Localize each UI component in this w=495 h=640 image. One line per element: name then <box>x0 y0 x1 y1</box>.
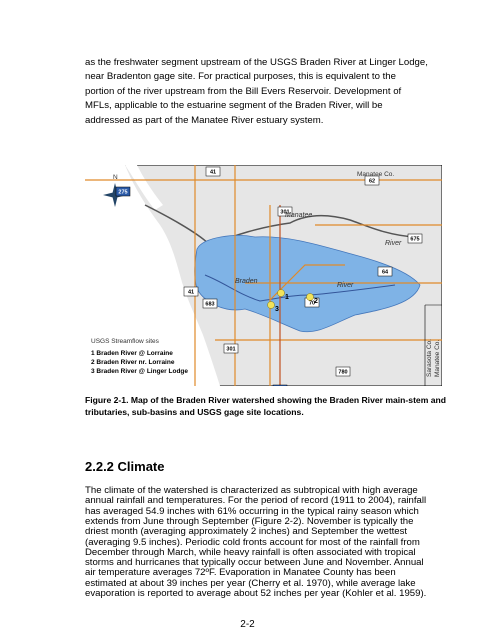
gulf <box>85 165 220 386</box>
roads <box>85 165 442 386</box>
site-number: 3 <box>275 306 279 313</box>
site-number: 2 <box>314 298 318 305</box>
map-label: River <box>385 240 402 247</box>
map-label: Manatee Co. <box>357 171 394 178</box>
text-line: MFLs, applicable to the estuarine segmen… <box>85 100 383 112</box>
caption-line: Figure 2-1. Map of the Braden River wate… <box>85 395 447 405</box>
road-shield <box>223 343 239 354</box>
map-label: N <box>113 174 118 181</box>
text-line: near Bradenton gage site. For practical … <box>85 71 396 83</box>
site-number: 1 <box>285 294 289 301</box>
map-labels: 275416230167564416837030178075Manatee Co… <box>91 166 441 386</box>
text-line: has averaged 54.9 inches with 61% occurr… <box>85 505 419 517</box>
site-marker <box>277 289 285 297</box>
site-marker <box>306 293 314 301</box>
road-shield <box>407 233 423 244</box>
shield-label: 41 <box>188 289 194 295</box>
legend-item: 2 Braden River nr. Lorraine <box>91 359 175 366</box>
road-shield <box>277 206 293 217</box>
road-shield <box>115 186 131 197</box>
shield-label: 275 <box>118 189 127 195</box>
text-line: addressed as part of the Manatee River e… <box>85 114 324 126</box>
text-line: extends from June through September (Fig… <box>85 515 414 527</box>
legend-item: 3 Braden River @ Linger Lodge <box>91 368 188 375</box>
caption-line: tributaries, sub-basins and USGS gage si… <box>85 406 304 417</box>
compass <box>103 183 127 207</box>
shield-label: 41 <box>210 169 216 175</box>
shield-label: 301 <box>226 346 235 352</box>
road-shield <box>364 175 380 186</box>
text-line: air temperature averages 72ºF. Evaporati… <box>85 567 396 579</box>
shield-label: 64 <box>382 269 389 275</box>
road-shield <box>183 286 199 297</box>
map-label: Manatee <box>285 212 312 219</box>
page-number: 2-2 <box>240 619 255 630</box>
site-marker <box>267 301 275 309</box>
road-shield <box>202 298 218 309</box>
road-shield <box>272 384 288 386</box>
text-line: evaporation is reported to average about… <box>85 588 427 599</box>
shield-label: 683 <box>205 301 214 307</box>
map-label: Braden <box>235 278 258 285</box>
text-line: annual rainfall and temperatures. For th… <box>85 495 427 507</box>
shield-label: 70 <box>309 300 315 306</box>
shield-label: 675 <box>410 236 419 242</box>
map-label: River <box>337 282 354 289</box>
text-line: driest month (averaging approximately 2 … <box>85 526 408 538</box>
text-line: portion of the river upstream from the B… <box>85 85 402 97</box>
legend-item: 1 Braden River @ Lorraine <box>91 350 173 357</box>
text-line: estimated at about 39 inches per year (C… <box>85 577 416 589</box>
shield-label: 301 <box>280 209 289 215</box>
text-line: as the freshwater segment upstream of th… <box>85 57 428 68</box>
legend-title: USGS Streamflow sites <box>91 338 160 345</box>
text-line: (averaging 9.5 inches). Periodic cold fr… <box>85 536 420 548</box>
county-label: Manatee Co. <box>434 340 441 377</box>
shield-label: 780 <box>338 369 347 375</box>
text-line: The climate of the watershed is characte… <box>85 485 418 496</box>
road-shield <box>335 366 351 377</box>
text-line: December through March, while heavy rain… <box>85 546 416 558</box>
county-label: Sarasota Co. <box>426 339 433 377</box>
county-line <box>424 304 442 386</box>
shield-label: 62 <box>369 178 375 184</box>
road-shield <box>205 166 221 177</box>
road-shield <box>377 266 393 277</box>
section-heading: 2.2.2 Climate <box>85 459 165 474</box>
bay <box>125 165 163 210</box>
watershed-map: 275416230167564416837030178075Manatee Co… <box>85 165 442 386</box>
text-line: storms and hurricanes that typically occ… <box>85 557 424 569</box>
